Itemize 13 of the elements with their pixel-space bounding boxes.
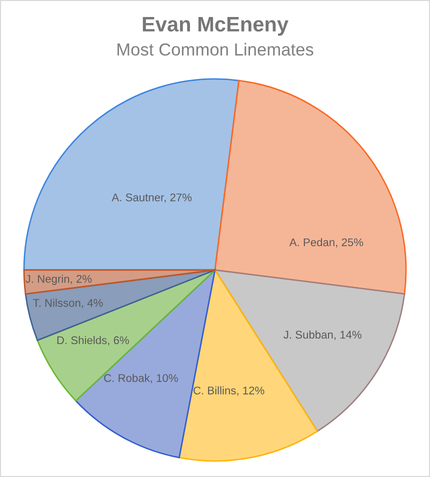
slice-label: A. Sautner, 27% [112, 193, 192, 203]
chart-title: Evan McEneny [142, 17, 288, 36]
slice-label: C. Billins, 12% [194, 386, 264, 396]
pie-slice [23, 78, 240, 271]
slice-label: C. Robak, 10% [104, 374, 178, 384]
slice-label: A. Pedan, 25% [289, 238, 364, 248]
pie-slice [214, 80, 407, 295]
slice-label: T. Nilsson, 4% [33, 298, 103, 308]
chart-subtitle: Most Common Linemates [118, 42, 314, 56]
slice-label: J. Subban, 14% [284, 330, 362, 340]
slice-label: D. Shields, 6% [57, 336, 129, 346]
slice-label: J. Negrin, 2% [26, 274, 92, 286]
pie-slice [23, 269, 216, 295]
